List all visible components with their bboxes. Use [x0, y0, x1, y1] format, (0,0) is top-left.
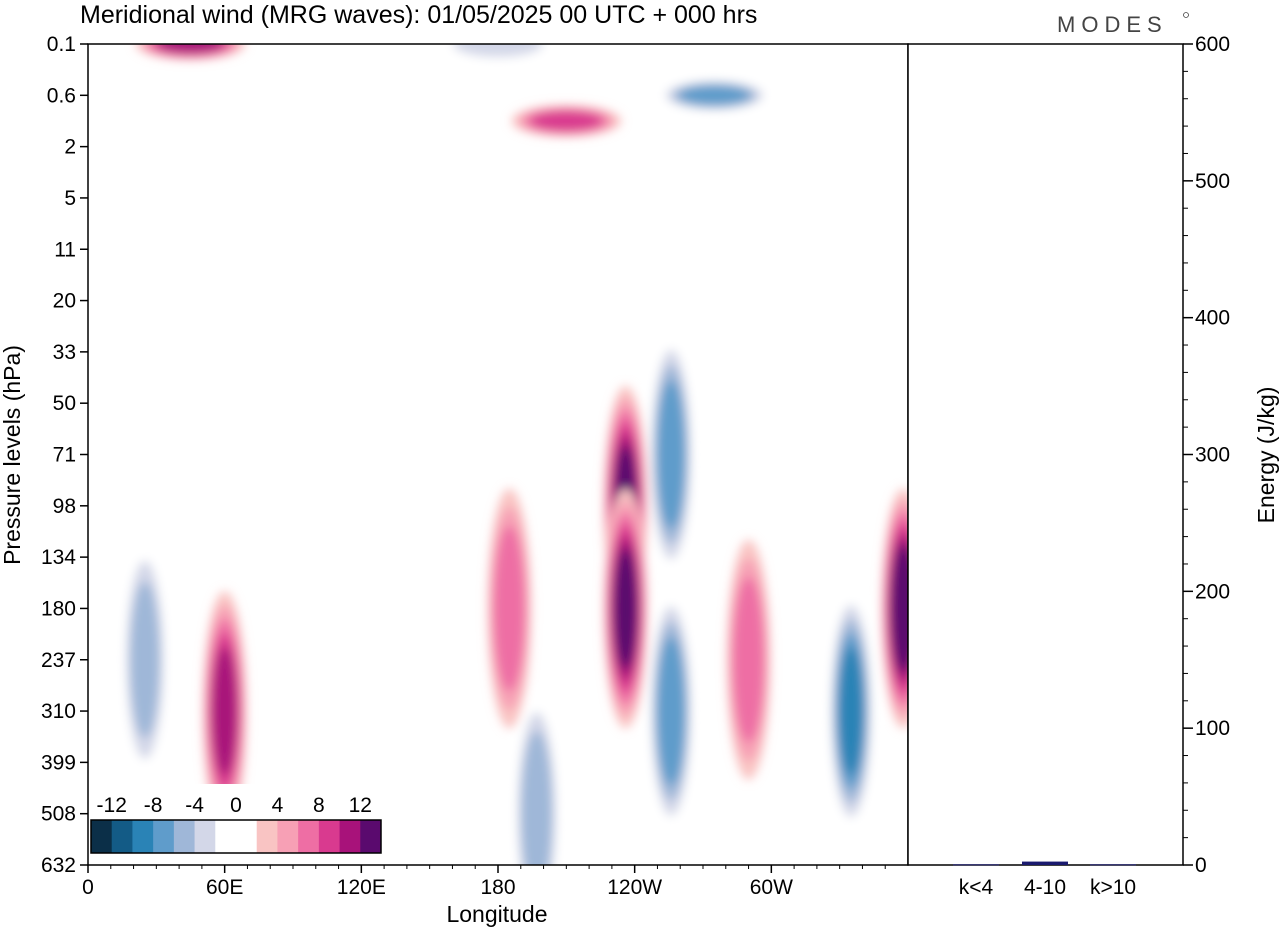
colorbar-label: 4: [272, 794, 284, 817]
energy-category-label: 4-10: [1024, 876, 1066, 899]
contour-region: [453, 44, 543, 57]
colorbar-legend: -12 -8 -4 0 4 8 12: [89, 784, 382, 854]
colorbar-swatch: [132, 820, 154, 853]
y-tick-label: 0.6: [47, 84, 76, 107]
colorbar-swatch: [277, 820, 299, 853]
y-tick-label: 50: [53, 392, 76, 415]
contour-region: [493, 525, 526, 692]
contour-region: [130, 581, 160, 738]
contour-region: [530, 111, 602, 131]
contour-region: [212, 647, 238, 776]
y-tick-label: 399: [41, 751, 76, 774]
x-tick-label: 120W: [607, 876, 662, 899]
energy-panel-frame: [907, 43, 1184, 866]
energy-tick-label: 300: [1195, 444, 1230, 467]
contour-region: [678, 85, 750, 106]
y-tick-label: 2: [64, 136, 76, 159]
x-tick-label: 60E: [206, 876, 243, 899]
contour-region: [890, 544, 908, 673]
x-tick-label: 180: [480, 876, 515, 899]
y-tick-label: 310: [41, 700, 76, 723]
energy-tick-label: 500: [1195, 170, 1230, 193]
colorbar-swatch: [256, 820, 278, 853]
colorbar-swatch: [153, 820, 175, 853]
energy-bars: [953, 861, 1136, 866]
energy-bar: [1090, 864, 1136, 866]
contour-region: [656, 636, 686, 786]
colorbar-label: -12: [97, 794, 127, 817]
contour-region: [732, 577, 765, 743]
contour-region: [613, 548, 638, 669]
brand-registered-mark: [1183, 12, 1189, 18]
energy-axis: 0 100 200 300 400 500 600: [1183, 33, 1230, 877]
colorbar-swatch: [236, 820, 258, 853]
x-tick-label: 0: [82, 876, 94, 899]
y-tick-label: 237: [41, 649, 76, 672]
energy-tick-label: 100: [1195, 717, 1230, 740]
y-tick-label: 134: [41, 546, 76, 569]
energy-tick-label: 400: [1195, 307, 1230, 330]
colorbar-swatch: [318, 820, 340, 853]
y-tick-label: 20: [53, 290, 76, 313]
y-tick-label: 11: [54, 238, 76, 261]
energy-tick-label: 600: [1195, 33, 1230, 56]
y-tick-label: 98: [53, 495, 76, 518]
energy-bar: [953, 864, 999, 866]
y-tick-label: 33: [53, 341, 76, 364]
chart-title: Meridional wind (MRG waves): 01/05/2025 …: [80, 1, 757, 29]
y-tick-label: 632: [41, 854, 76, 877]
contour-region: [521, 731, 553, 865]
colorbar-swatch: [194, 820, 216, 853]
x-axis-title: Longitude: [446, 901, 547, 927]
colorbar-label: -4: [185, 794, 204, 817]
heatmap-plot: [88, 44, 908, 865]
energy-category-axis: k<4 4-10 k>10: [959, 876, 1136, 899]
y-tick-label: 0.1: [47, 33, 76, 56]
colorbar-label: 8: [313, 794, 325, 817]
colorbar-swatch: [111, 820, 133, 853]
y-tick-label: 5: [64, 187, 76, 210]
energy-category-label: k>10: [1090, 876, 1136, 899]
x-tick-label: 120E: [337, 876, 386, 899]
contour-region: [838, 647, 864, 776]
colorbar-frame: [90, 819, 382, 854]
contour-region: [157, 44, 224, 54]
colorbar-label: 12: [349, 794, 372, 817]
colorbar-swatch: [215, 820, 237, 853]
colorbar-swatch: [339, 820, 361, 853]
colorbar-swatch: [173, 820, 195, 853]
colorbar-swatch: [360, 820, 382, 853]
pressure-axis: 0.1 0.6 2 5 11 20 33 50 71 98 134 180 237 310 399 508 63…: [41, 33, 88, 877]
brand-logo: MODES: [1057, 12, 1168, 37]
longitude-axis: 0 60E 120E 180 120W 60W: [82, 865, 886, 899]
energy-category-label: k<4: [959, 876, 994, 899]
y-tick-label: 71: [53, 444, 76, 467]
colorbar-swatch: [298, 820, 320, 853]
energy-axis-title: Energy (J/kg): [1253, 387, 1279, 524]
energy-tick-label: 0: [1195, 854, 1207, 877]
energy-bar: [1022, 861, 1068, 865]
x-tick-label: 60W: [750, 876, 793, 899]
colorbar-label: 0: [230, 794, 242, 817]
contour-region: [656, 380, 686, 529]
colorbar-swatch: [91, 820, 113, 853]
y-axis-title: Pressure levels (hPa): [0, 345, 25, 565]
y-tick-label: 180: [41, 597, 76, 620]
colorbar-label: -8: [144, 794, 163, 817]
y-tick-label: 508: [41, 803, 76, 826]
energy-tick-label: 200: [1195, 580, 1230, 603]
